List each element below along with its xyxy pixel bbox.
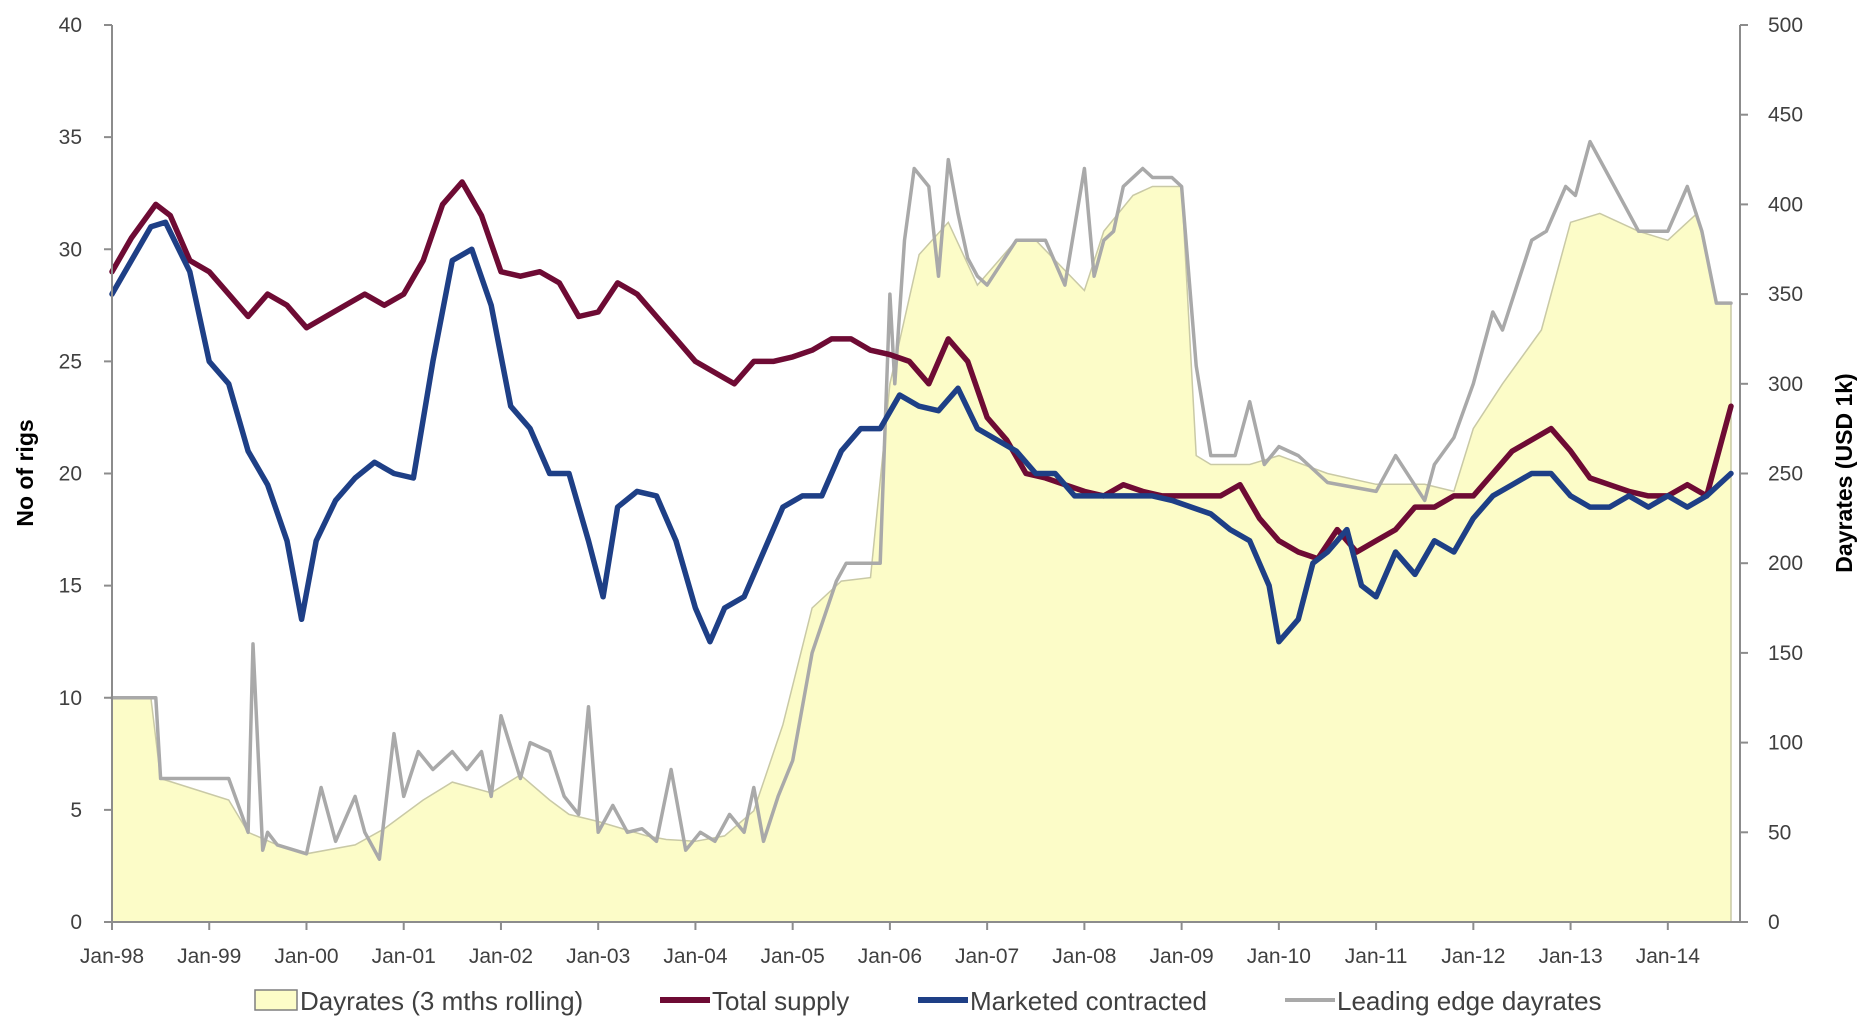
series-lines-layer [109, 139, 1734, 861]
left-tick-label: 30 [59, 238, 82, 261]
x-tick-label: Jan-06 [858, 945, 922, 968]
legend-label: Marketed contracted [970, 986, 1207, 1016]
x-tick-label: Jan-02 [469, 945, 533, 968]
right-tick-label: 50 [1768, 821, 1791, 844]
legend-label: Total supply [712, 986, 849, 1016]
left-tick-label: 40 [59, 14, 82, 37]
legend-item: Leading edge dayrates [1285, 986, 1602, 1016]
x-tick-label: Jan-14 [1636, 945, 1701, 968]
left-tick-label: 0 [70, 911, 82, 934]
legend-item: Total supply [660, 986, 849, 1016]
right-tick-label: 300 [1768, 373, 1803, 396]
leading-edge-dayrates-line [110, 139, 1733, 861]
x-tick-label: Jan-05 [761, 945, 825, 968]
legend-item: Dayrates (3 mths rolling) [254, 986, 583, 1016]
x-tick-label: Jan-99 [177, 945, 241, 968]
x-tick-label: Jan-04 [663, 945, 728, 968]
x-tick-label: Jan-08 [1052, 945, 1116, 968]
right-tick-label: 250 [1768, 463, 1803, 486]
total-supply-line [109, 179, 1734, 562]
left-tick-label: 10 [59, 687, 82, 710]
x-tick-label: Jan-09 [1150, 945, 1214, 968]
dayrates-area-layer [111, 185, 1732, 923]
x-axis-ticks: Jan-98 Jan-99 Jan-00 Jan-01 Jan-02 Jan-03 Jan-… [80, 922, 1700, 968]
x-tick-label: Jan-03 [566, 945, 630, 968]
x-tick-label: Jan-98 [80, 945, 144, 968]
x-tick-label: Jan-12 [1441, 945, 1505, 968]
right-tick-label: 400 [1768, 193, 1803, 216]
right-axis-ticks: 0 50 100 150 200 250 300 350 400 450 500 [1740, 14, 1803, 934]
legend-item: Marketed contracted [918, 986, 1207, 1016]
right-tick-label: 0 [1768, 911, 1780, 934]
left-axis-ticks: 0 5 10 15 20 25 30 35 40 [59, 14, 112, 934]
left-axis-title: No of rigs [12, 419, 38, 526]
legend: Dayrates (3 mths rolling) Total supply Mar… [254, 986, 1602, 1016]
x-tick-label: Jan-11 [1345, 945, 1408, 968]
right-axis-title: Dayrates (USD 1k) [1831, 373, 1857, 572]
left-tick-label: 25 [59, 350, 82, 373]
left-tick-label: 15 [59, 575, 82, 598]
left-tick-label: 35 [59, 126, 82, 149]
x-tick-label: Jan-00 [274, 945, 338, 968]
right-tick-label: 350 [1768, 283, 1803, 306]
left-tick-label: 5 [70, 799, 82, 822]
legend-swatch-area [254, 989, 298, 1011]
x-tick-label: Jan-13 [1538, 945, 1602, 968]
x-tick-label: Jan-07 [955, 945, 1019, 968]
x-tick-label: Jan-01 [372, 945, 436, 968]
dayrates-area [111, 185, 1732, 923]
right-tick-label: 450 [1768, 104, 1803, 127]
right-tick-label: 150 [1768, 642, 1803, 665]
marketed-contracted-line [109, 219, 1734, 645]
left-tick-label: 20 [59, 463, 82, 486]
legend-label: Dayrates (3 mths rolling) [300, 986, 583, 1016]
x-tick-label: Jan-10 [1247, 945, 1311, 968]
right-tick-label: 200 [1768, 552, 1803, 575]
legend-label: Leading edge dayrates [1337, 986, 1602, 1016]
right-tick-label: 500 [1768, 14, 1803, 37]
right-tick-label: 100 [1768, 732, 1803, 755]
